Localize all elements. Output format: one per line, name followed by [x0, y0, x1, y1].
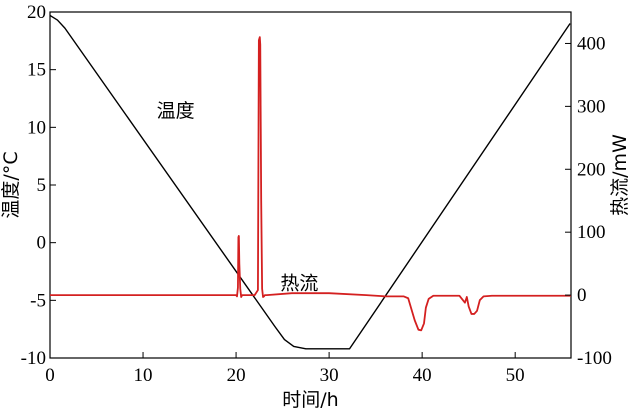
y-axis-left-label: 温度/°C — [0, 151, 22, 218]
y-left-tick-label: -10 — [21, 348, 46, 369]
y-left-tick-label: 10 — [27, 117, 46, 138]
y-right-tick-label: 200 — [577, 159, 606, 180]
y-left-tick-label: 20 — [27, 2, 46, 23]
y-left-tick-label: -5 — [30, 290, 46, 311]
y-right-tick-label: -100 — [577, 348, 612, 369]
plot-frame-group — [49, 11, 572, 359]
y-axis-right-label: 热流/mW — [609, 134, 631, 216]
y-right-tick-label: 100 — [577, 222, 606, 243]
y-left-tick-label: 5 — [37, 175, 47, 196]
x-axis-label: 时间/h — [282, 389, 338, 411]
x-tick-label: 40 — [413, 365, 432, 386]
series-line-heat-flow — [50, 36, 571, 332]
annotation-temperature: 温度 — [157, 100, 195, 122]
y-right-tick-label: 400 — [577, 33, 606, 54]
x-tick-label: 0 — [45, 365, 55, 386]
plot-frame — [49, 11, 572, 359]
y-left-tick-label: 15 — [27, 60, 46, 81]
labels-layer: 时间/h 温度/°C 热流/mW 温度 热流 — [0, 100, 631, 411]
x-tick-label: 30 — [320, 365, 339, 386]
y-right-tick-label: 300 — [577, 96, 606, 117]
x-tick-label: 10 — [134, 365, 153, 386]
annotation-heat-flow: 热流 — [280, 273, 318, 295]
y-right-tick-label: 0 — [577, 285, 587, 306]
series-layer — [49, 14, 571, 350]
x-tick-label: 20 — [227, 365, 246, 386]
x-tick-label: 50 — [506, 365, 525, 386]
ticks-layer: 0 10 20 30 40 50 -10 -5 0 5 10 15 20 -100 0 100 200 300 40… — [21, 2, 612, 386]
series-line-temperature — [49, 14, 571, 350]
y-left-tick-label: 0 — [37, 233, 47, 254]
